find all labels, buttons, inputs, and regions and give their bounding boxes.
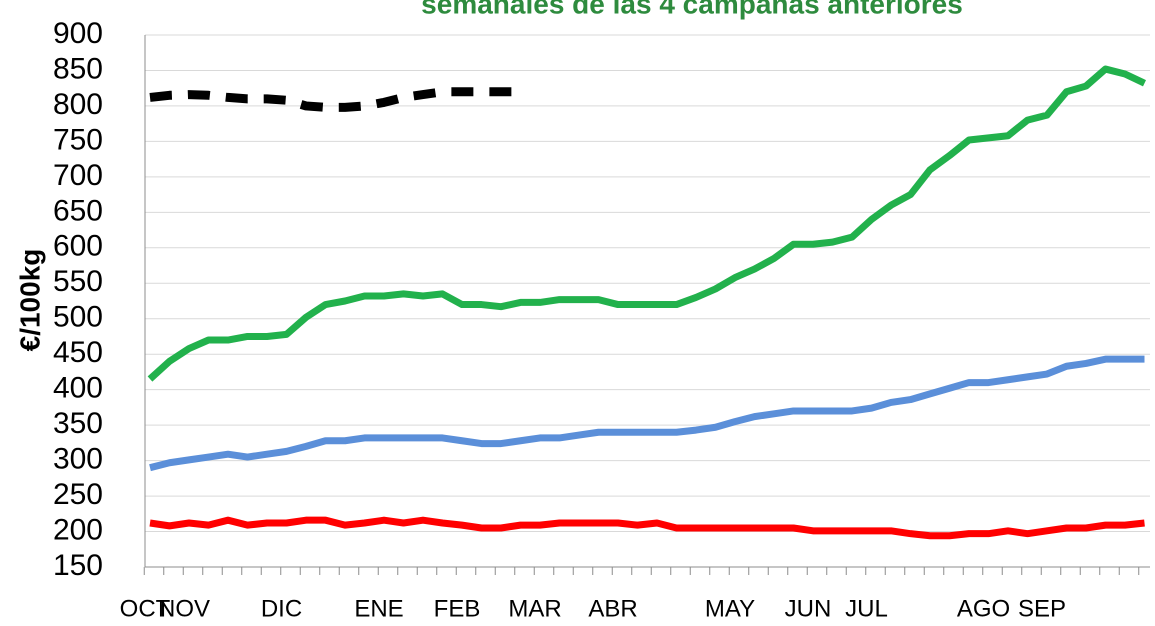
x-tick-label: JUN bbox=[785, 595, 832, 622]
x-tick-label: MAR bbox=[508, 595, 561, 622]
y-tick-label: 250 bbox=[53, 478, 103, 511]
y-tick-label: 500 bbox=[53, 301, 103, 334]
series-line bbox=[147, 65, 1146, 382]
series-line bbox=[149, 355, 1145, 472]
y-tick-label: 900 bbox=[53, 17, 103, 50]
chart-title: semanales de las 4 campañas anteriores bbox=[421, 0, 963, 19]
y-tick-label: 700 bbox=[53, 159, 103, 192]
y-tick-label: 850 bbox=[53, 52, 103, 85]
y-tick-label: 550 bbox=[53, 265, 103, 298]
x-tick-label: AGO bbox=[957, 595, 1010, 622]
y-tick-label: 150 bbox=[53, 549, 103, 582]
x-tick-label: DIC bbox=[261, 595, 302, 622]
y-tick-label: 450 bbox=[53, 336, 103, 369]
series-line bbox=[149, 516, 1145, 540]
y-tick-label: 650 bbox=[53, 194, 103, 227]
x-tick-label: MAY bbox=[705, 595, 755, 622]
y-tick-label: 600 bbox=[53, 230, 103, 263]
x-tick-label: ABR bbox=[588, 595, 637, 622]
y-tick-label: 750 bbox=[53, 123, 103, 156]
y-tick-label: 400 bbox=[53, 372, 103, 405]
x-tick-label: SEP bbox=[1018, 595, 1066, 622]
x-tick-label: JUL bbox=[845, 595, 888, 622]
x-tick-label: OCT bbox=[120, 595, 171, 622]
series-line bbox=[149, 87, 521, 112]
x-tick-label: ENE bbox=[354, 595, 403, 622]
y-tick-label: 800 bbox=[53, 88, 103, 121]
y-tick-label: 350 bbox=[53, 407, 103, 440]
y-axis-label: €/100kg bbox=[14, 249, 45, 352]
y-tick-label: 300 bbox=[53, 443, 103, 476]
y-tick-label: 200 bbox=[53, 513, 103, 546]
x-tick-label: NOV bbox=[158, 595, 210, 622]
x-tick-label: FEB bbox=[434, 595, 481, 622]
